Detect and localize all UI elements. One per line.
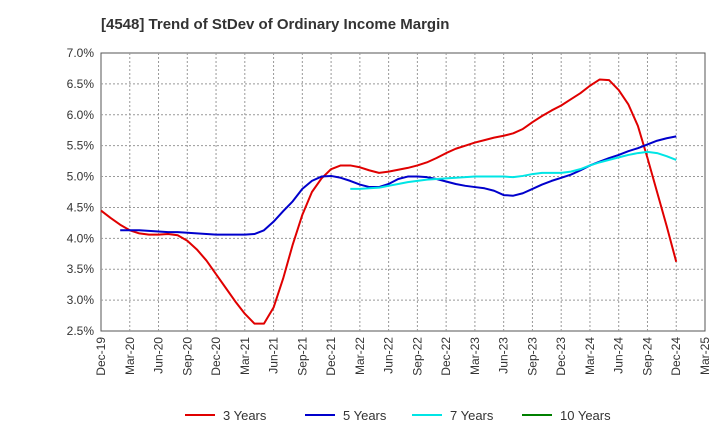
legend-label: 3 Years	[223, 408, 267, 423]
x-tick-label: Sep-23	[525, 337, 539, 376]
x-tick-label: Jun-20	[152, 337, 166, 374]
axes: 7.0% 6.5% 6.0% 5.5% 5.0% 4.5% 4.0% 3.5% 3.0% 2.5%…	[67, 46, 712, 376]
y-tick-label: 5.0%	[67, 170, 95, 184]
x-tick-label: Sep-21	[295, 337, 309, 376]
y-tick-label: 4.5%	[67, 200, 95, 214]
plot-area	[100, 78, 678, 325]
x-tick-label: Dec-20	[209, 337, 223, 376]
x-tick-label: Dec-21	[324, 337, 338, 376]
x-tick-label: Mar-24	[583, 337, 597, 375]
legend: 3 Years 5 Years 7 Years 10 Years	[185, 408, 611, 423]
legend-label: 7 Years	[450, 408, 494, 423]
x-tick-label: Dec-22	[439, 337, 453, 376]
x-tick-label: Mar-25	[698, 337, 712, 375]
y-tick-label: 7.0%	[67, 46, 95, 60]
x-tick-label: Sep-22	[410, 337, 424, 376]
x-tick-label: Sep-20	[180, 337, 194, 376]
y-tick-label: 4.0%	[67, 231, 95, 245]
x-tick-label: Mar-21	[238, 337, 252, 375]
x-tick-label: Mar-22	[353, 337, 367, 375]
legend-label: 5 Years	[343, 408, 387, 423]
x-tick-label: Jun-22	[382, 337, 396, 374]
y-tick-label: 6.5%	[67, 77, 95, 91]
y-tick-label: 3.0%	[67, 293, 95, 307]
y-tick-label: 6.0%	[67, 108, 95, 122]
x-tick-label: Dec-24	[669, 337, 683, 376]
legend-item: 3 Years	[185, 408, 267, 423]
grid	[100, 52, 706, 332]
plot-frame	[100, 52, 706, 332]
legend-item: 7 Years	[412, 408, 494, 423]
legend-item: 10 Years	[522, 408, 611, 423]
x-tick-label: Jun-21	[267, 337, 281, 374]
x-tick-label: Sep-24	[640, 337, 654, 376]
x-tick-label: Mar-20	[123, 337, 137, 375]
y-tick-label: 3.5%	[67, 262, 95, 276]
y-tick-label: 5.5%	[67, 139, 95, 153]
legend-label: 10 Years	[560, 408, 611, 423]
x-tick-label: Dec-19	[94, 337, 108, 376]
y-tick-label: 2.5%	[67, 324, 95, 338]
series-line-7-years	[350, 150, 677, 190]
series-line-3-years	[100, 78, 678, 325]
x-tick-label: Mar-23	[468, 337, 482, 375]
chart-title: [4548] Trend of StDev of Ordinary Income…	[101, 16, 449, 33]
legend-item: 5 Years	[305, 408, 387, 423]
x-tick-label: Jun-24	[612, 337, 626, 374]
x-tick-label: Dec-23	[554, 337, 568, 376]
x-tick-label: Jun-23	[497, 337, 511, 374]
